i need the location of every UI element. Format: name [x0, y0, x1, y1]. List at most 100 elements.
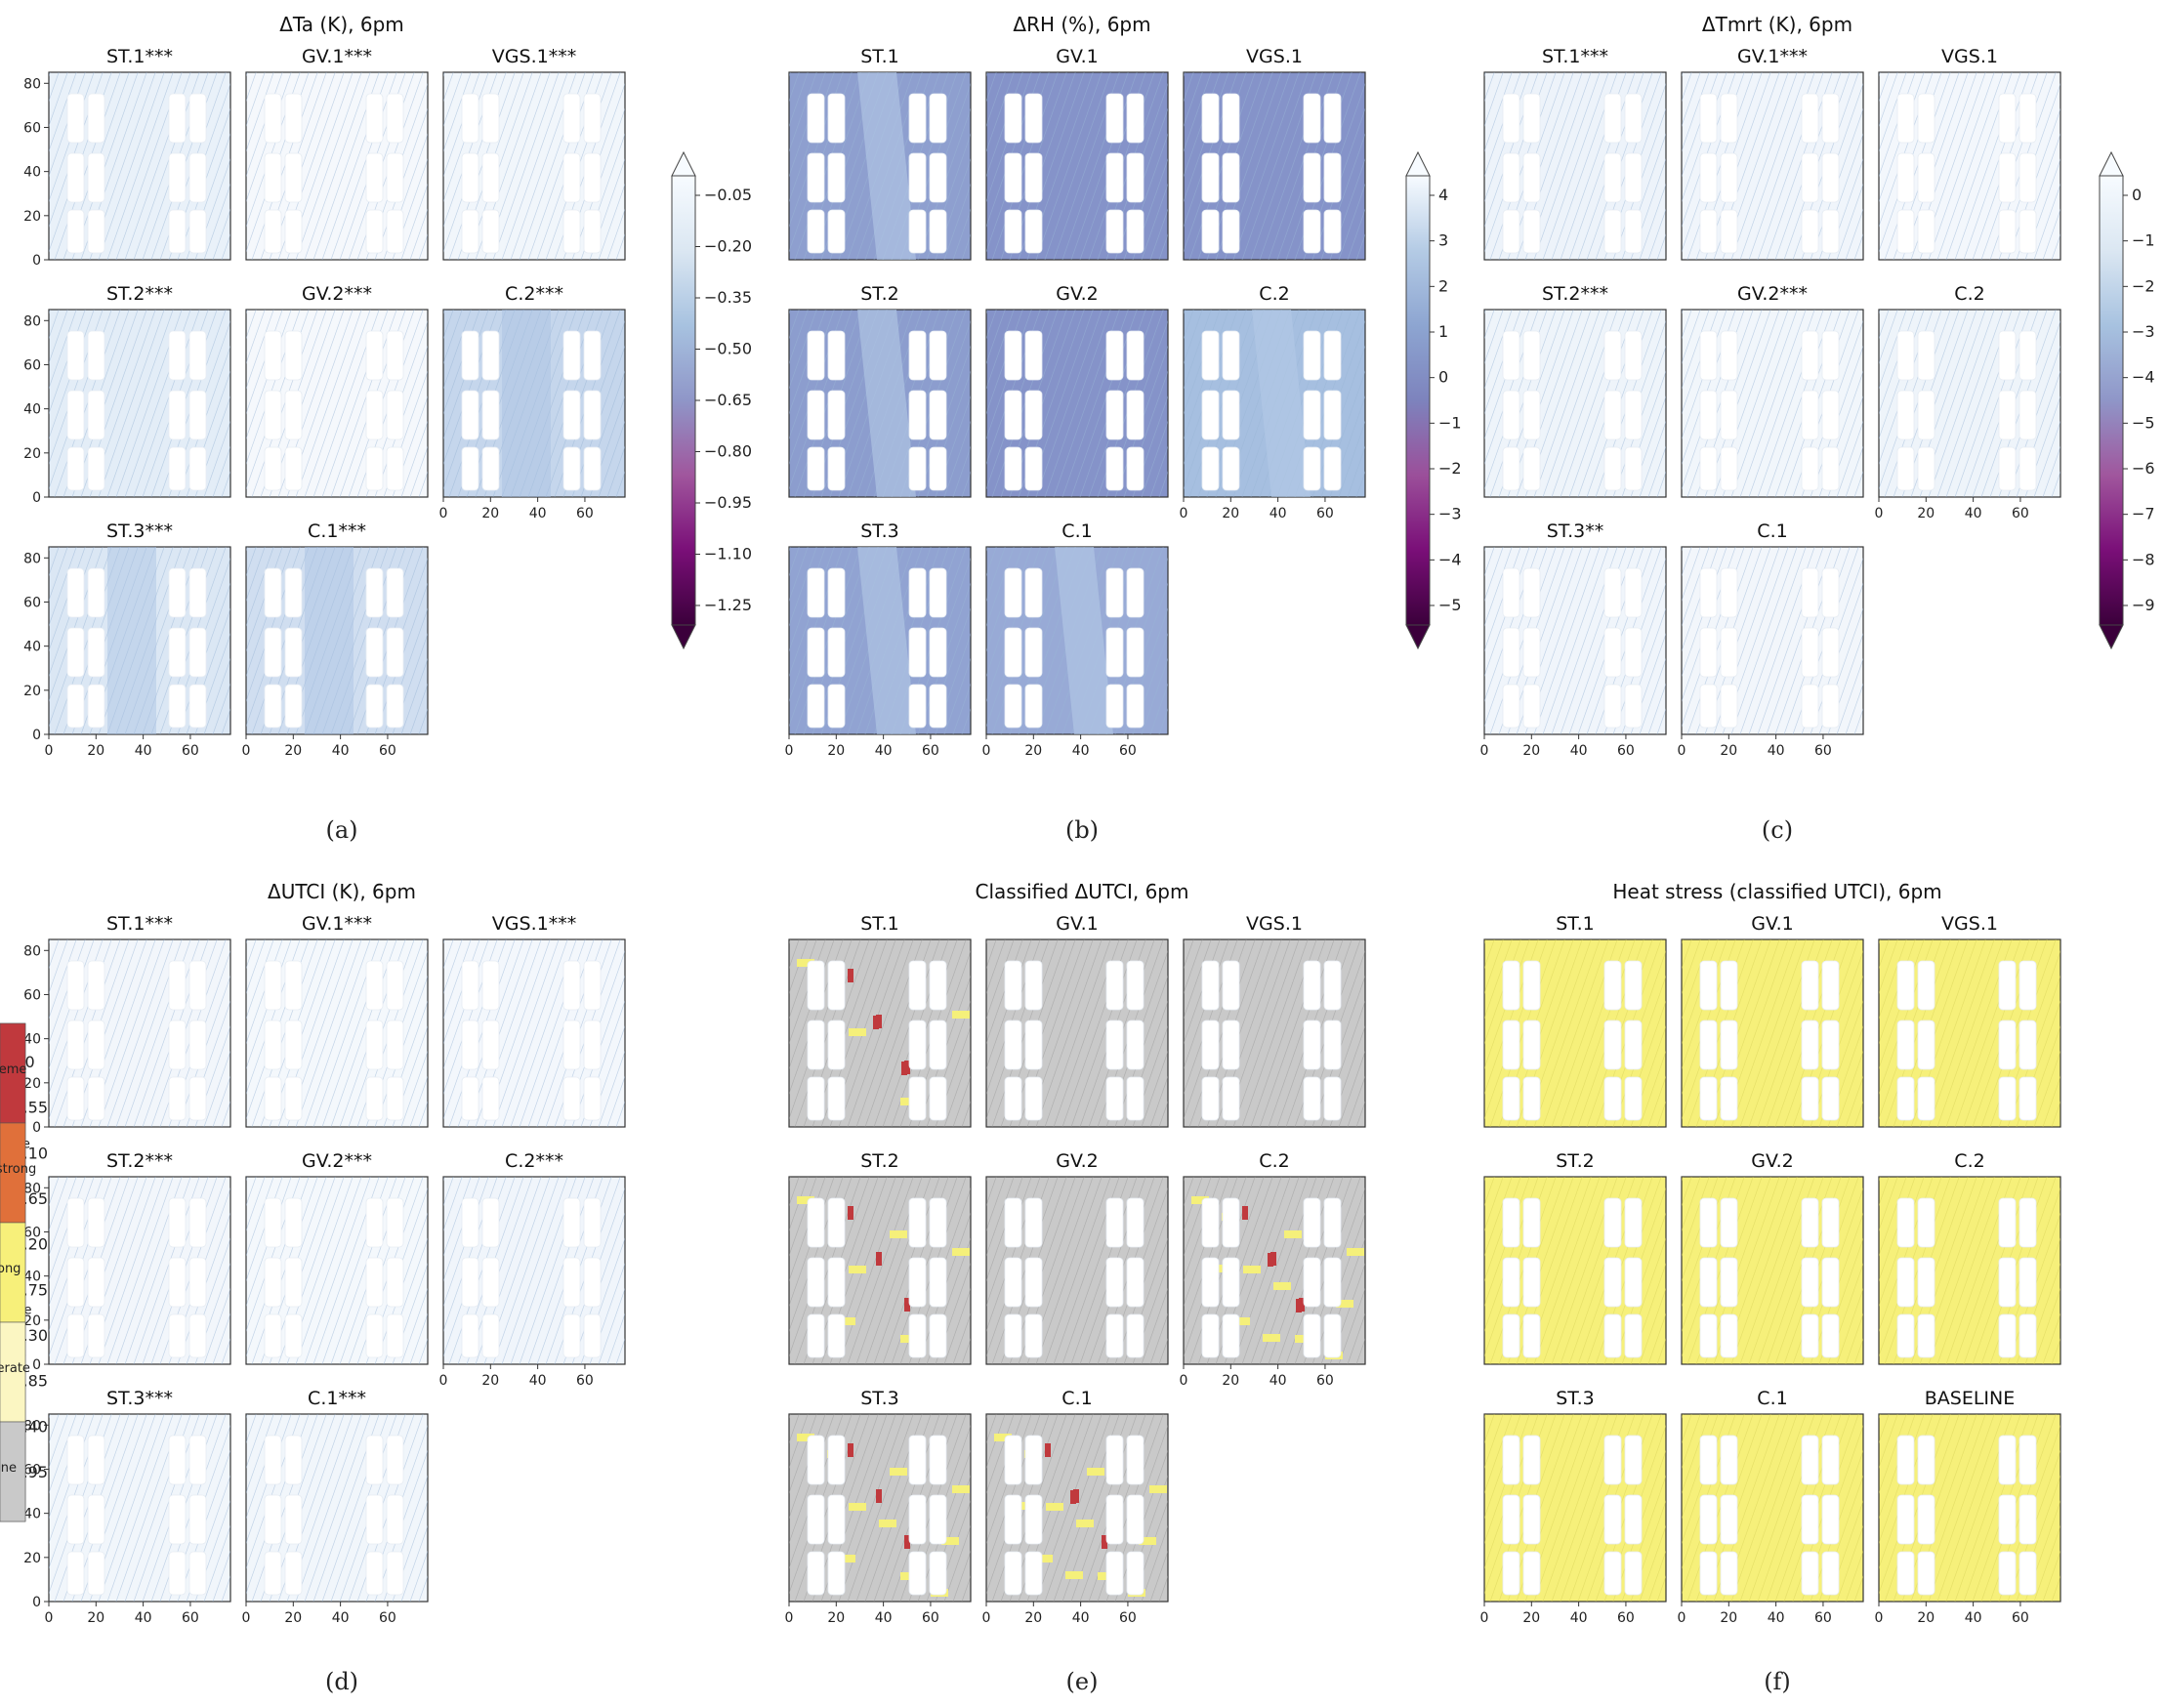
building [1603, 446, 1622, 491]
building [1222, 209, 1240, 254]
building [929, 1494, 947, 1545]
building [1801, 1494, 1819, 1545]
negligible-patch [1211, 1265, 1228, 1272]
streak [527, 939, 595, 1127]
panel-gv-1: GV.1*** [1681, 46, 1864, 261]
building [1105, 330, 1124, 381]
streak [177, 1212, 230, 1364]
building [1222, 1313, 1240, 1358]
building [562, 1076, 581, 1121]
colorbar-category-label: Moderate [0, 1361, 30, 1376]
adverse-patch [1045, 1443, 1051, 1457]
building [87, 152, 105, 203]
building [929, 567, 947, 618]
building [1024, 1551, 1043, 1596]
building [1201, 1197, 1220, 1248]
streak [598, 1050, 625, 1127]
streak [1928, 72, 1995, 260]
y-tick-label: 20 [23, 209, 41, 225]
building [807, 1551, 825, 1596]
building [1201, 1076, 1220, 1121]
y-tick-label: 0 [32, 728, 41, 743]
building [1699, 209, 1718, 254]
streak [98, 939, 165, 1127]
streak [49, 72, 77, 152]
streak [986, 939, 1006, 994]
building [929, 1076, 947, 1121]
building [1896, 1494, 1915, 1545]
building [1998, 1313, 2017, 1358]
y-tick-label: 80 [23, 76, 41, 92]
streak [443, 72, 463, 127]
building [1024, 1435, 1043, 1485]
negligible-patch [1046, 1503, 1063, 1511]
building [1821, 1494, 1840, 1545]
building [386, 209, 404, 254]
building [264, 1197, 282, 1248]
building [562, 390, 581, 440]
building [1004, 330, 1022, 381]
panel-title: ST.2 [1556, 1150, 1595, 1172]
building [1699, 960, 1718, 1011]
streak [917, 107, 971, 260]
x-tick-label: 40 [1570, 1610, 1588, 1626]
streak [106, 310, 174, 497]
streak [177, 582, 230, 734]
streak [0, 547, 15, 734]
building [461, 390, 479, 440]
x-tick-label: 60 [182, 743, 199, 759]
building [87, 390, 105, 440]
streak [409, 683, 428, 734]
panel-title: C.2 [1954, 283, 1984, 305]
x-tick-label: 0 [1678, 743, 1686, 759]
building [66, 152, 85, 203]
building [1720, 446, 1738, 491]
panel-gv-1: GV.1 [1681, 913, 1864, 1128]
building [1024, 960, 1043, 1011]
building [1720, 627, 1738, 678]
panel-vgs-1: VGS.1 [1878, 913, 2061, 1128]
colorbar-tick-label: −1 [1438, 413, 1462, 432]
building [827, 567, 846, 618]
streak [2033, 1524, 2060, 1602]
building [1896, 209, 1915, 254]
building [562, 152, 581, 203]
streak [1682, 310, 1701, 364]
streak [1542, 939, 1609, 1127]
cooling-plume [305, 547, 354, 734]
building [583, 960, 602, 1011]
streak [1355, 1338, 1365, 1364]
building [481, 1197, 500, 1248]
streak [49, 1414, 68, 1469]
streak [943, 1524, 971, 1602]
y-tick-label: 60 [23, 987, 41, 1003]
streak [943, 1050, 971, 1127]
subfigure-label: (d) [325, 1668, 358, 1695]
streak [1810, 582, 1863, 734]
building [1603, 627, 1622, 678]
building [1126, 1313, 1144, 1358]
building [264, 1551, 282, 1596]
negligible-patch [1087, 1468, 1104, 1476]
x-tick-label: 40 [529, 1373, 547, 1389]
streak [98, 1177, 165, 1364]
building [264, 390, 282, 440]
negligible-patch [890, 1230, 907, 1238]
building [1323, 1313, 1342, 1358]
building [284, 152, 303, 203]
panel-gv-2: GV.2*** [245, 283, 429, 498]
panel-gv-2: GV.2 [985, 1150, 1169, 1365]
streak [1141, 420, 1168, 497]
building [583, 1313, 602, 1358]
building [1896, 1020, 1915, 1070]
streak [246, 1414, 266, 1469]
streak [1739, 1414, 1807, 1602]
building [1917, 1257, 1935, 1308]
streak [1836, 1050, 1863, 1127]
panel-title: GV.1 [1056, 46, 1098, 67]
x-tick-label: 20 [87, 743, 104, 759]
building [168, 960, 187, 1011]
building [1896, 1076, 1915, 1121]
panel-title: C.1 [1061, 1388, 1092, 1409]
streak [1323, 547, 1389, 734]
